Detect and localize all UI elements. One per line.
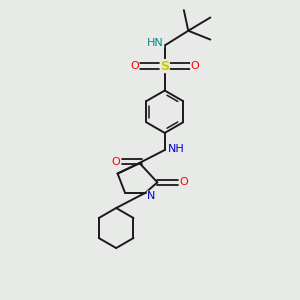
- Text: O: O: [191, 61, 200, 71]
- Text: O: O: [112, 157, 121, 167]
- Text: O: O: [130, 61, 139, 71]
- Text: S: S: [160, 60, 169, 73]
- Text: HN: HN: [147, 38, 164, 48]
- Text: O: O: [179, 177, 188, 188]
- Text: NH: NH: [167, 143, 184, 154]
- Text: N: N: [147, 191, 156, 201]
